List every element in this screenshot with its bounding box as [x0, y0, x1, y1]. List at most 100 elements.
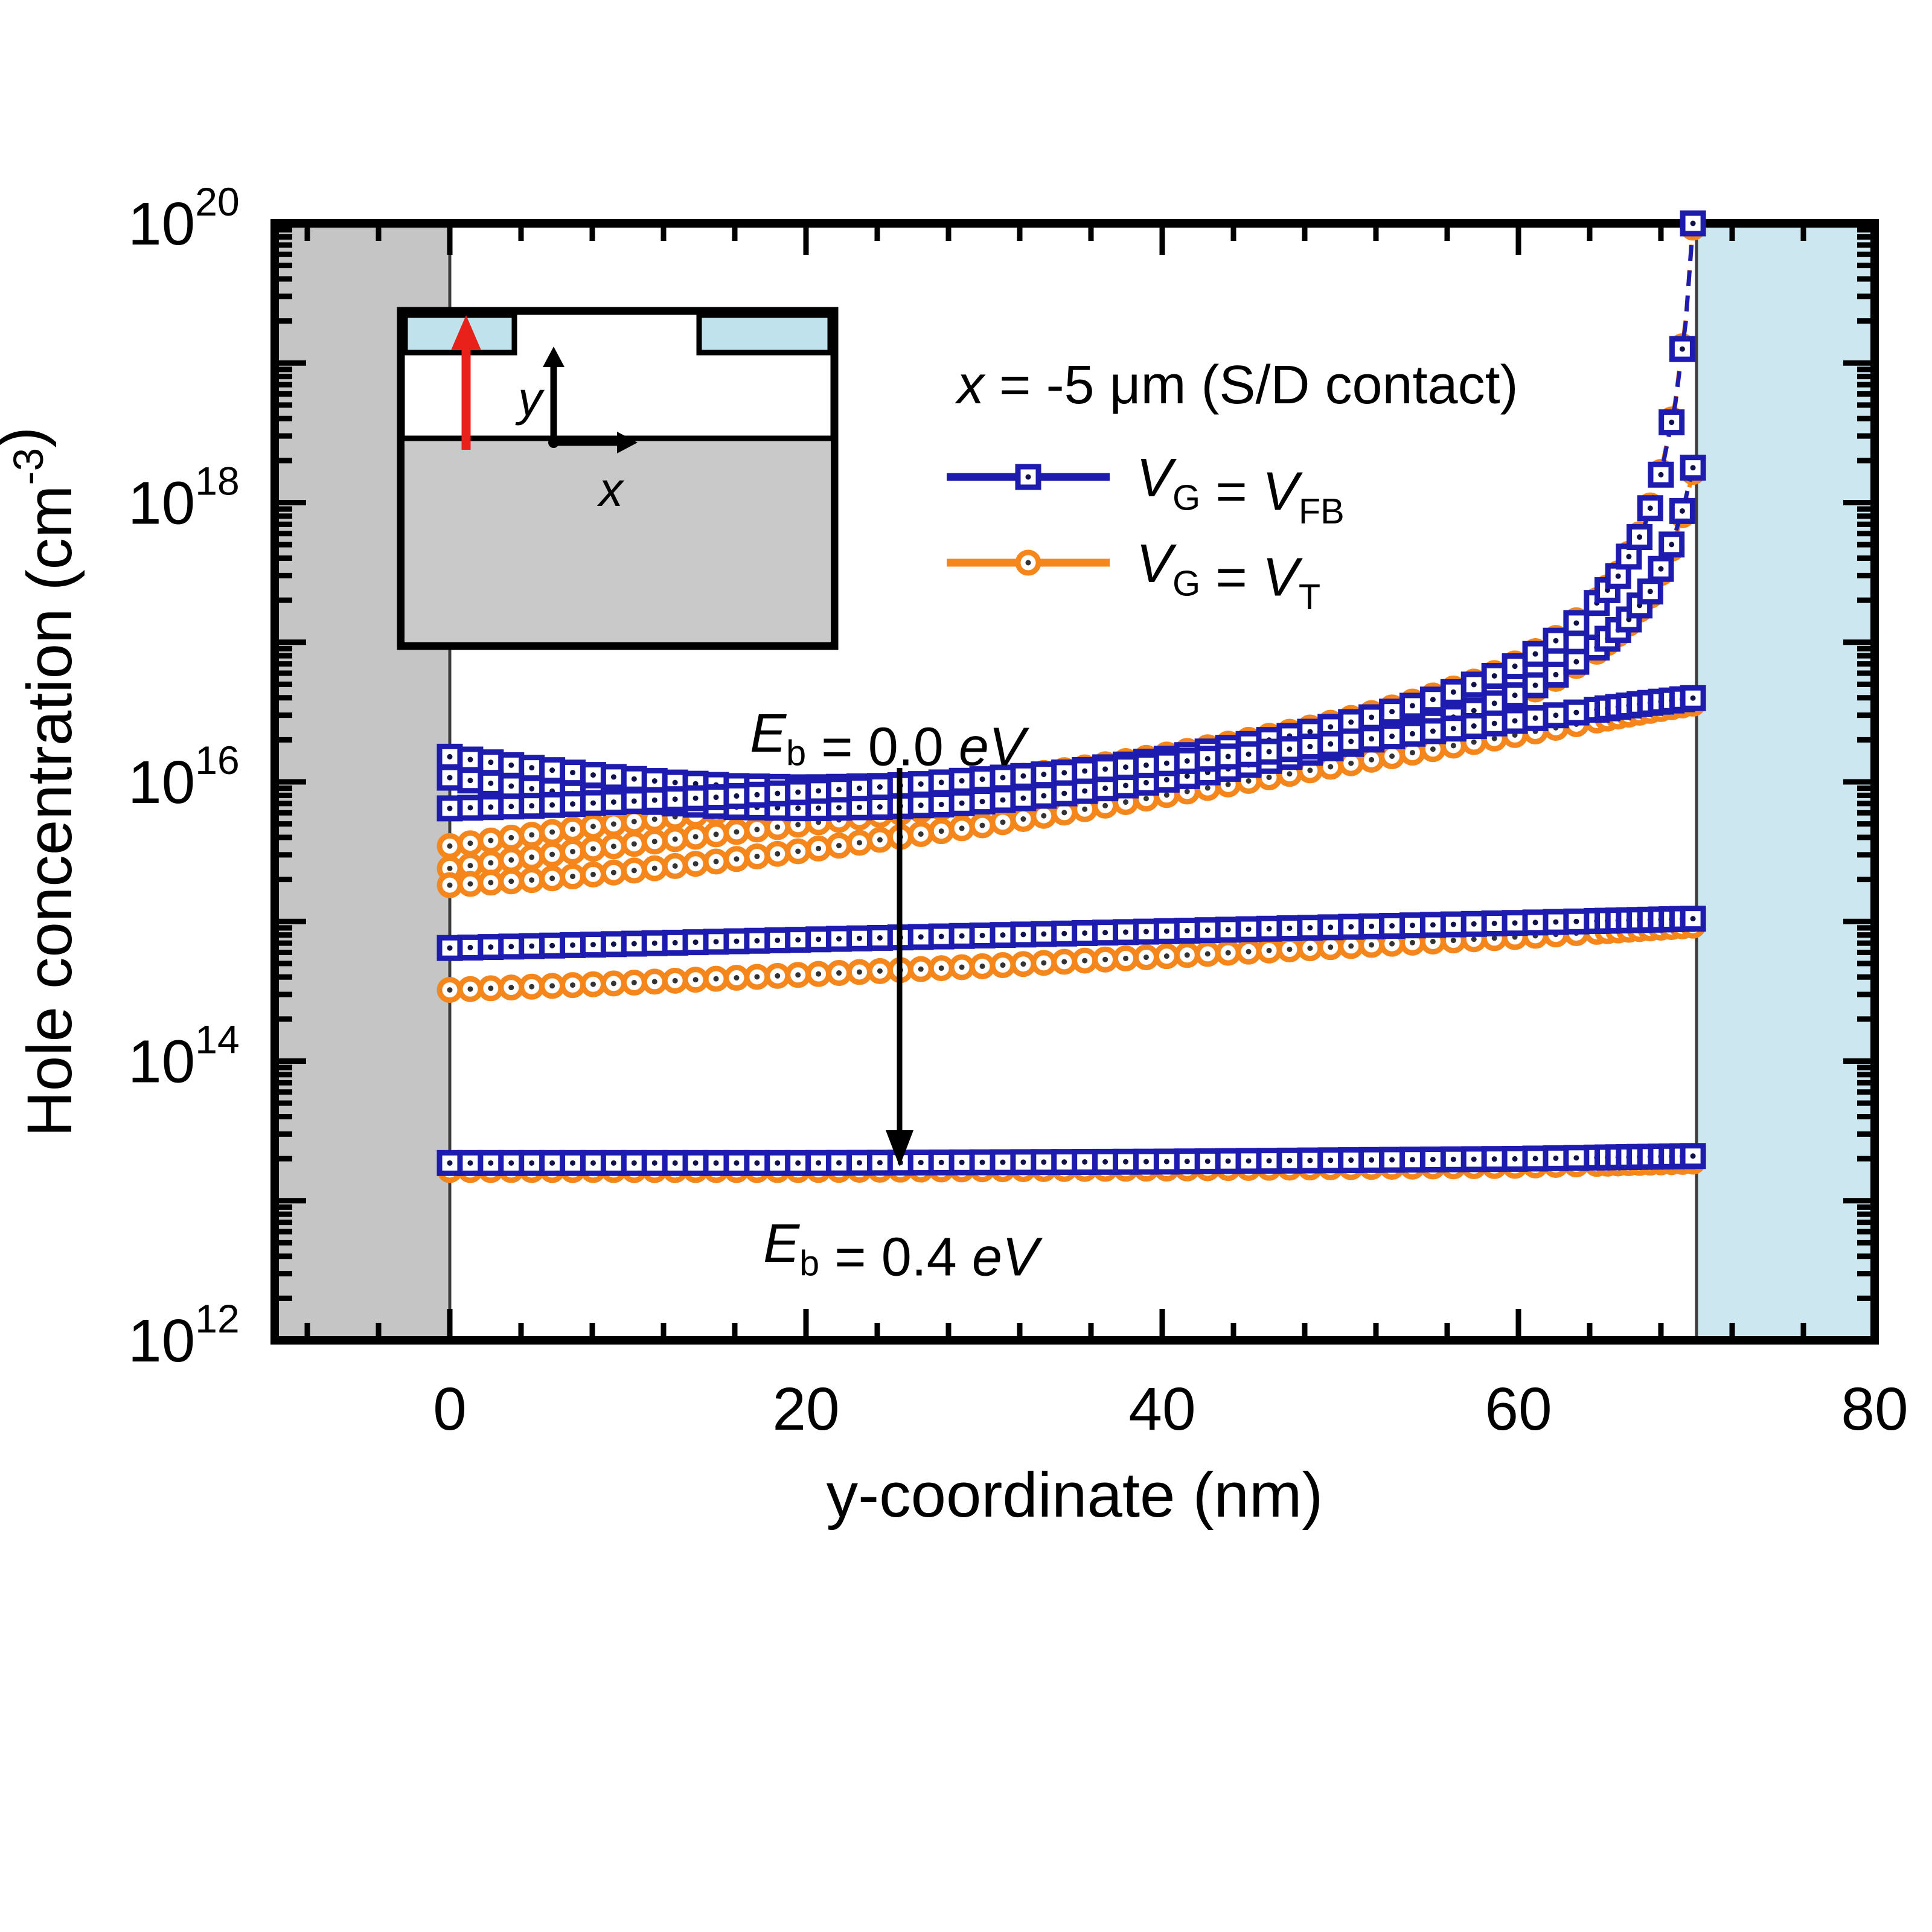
- data-marker-square: [1563, 648, 1590, 675]
- marker-dot: [1658, 566, 1664, 572]
- marker-dot: [734, 856, 740, 862]
- y-tick-label: 1012: [128, 1296, 240, 1375]
- marker-dot: [1389, 734, 1395, 740]
- marker-dot: [1348, 924, 1354, 930]
- marker-dot: [508, 1160, 514, 1166]
- marker-dot: [1471, 1156, 1477, 1162]
- eb-arrow-head-icon: [886, 1130, 913, 1166]
- marker-dot: [816, 1160, 822, 1166]
- marker-dot: [1102, 766, 1108, 772]
- marker-dot: [795, 848, 801, 854]
- marker-dot: [938, 965, 944, 971]
- marker-dot: [529, 785, 535, 792]
- marker-dot: [1389, 753, 1395, 759]
- marker-dot: [651, 839, 657, 845]
- marker-dot: [508, 944, 514, 950]
- marker-dot: [508, 878, 514, 884]
- marker-dot: [1020, 795, 1026, 801]
- y-tick-label: 1018: [128, 459, 240, 537]
- marker-dot: [590, 942, 596, 948]
- marker-dot: [1409, 923, 1415, 929]
- data-marker-square: [1648, 555, 1674, 582]
- marker-dot: [1225, 781, 1231, 787]
- marker-dot: [1225, 753, 1231, 760]
- marker-dot: [590, 824, 596, 830]
- marker-dot: [775, 937, 781, 943]
- marker-dot: [570, 801, 576, 807]
- marker-dot: [1328, 1157, 1334, 1163]
- marker-dot: [1450, 726, 1456, 732]
- marker-dot: [836, 787, 842, 793]
- marker-dot: [1328, 741, 1334, 747]
- marker-dot: [1369, 923, 1375, 929]
- marker-dot: [1266, 775, 1272, 781]
- marker-dot: [488, 760, 494, 766]
- marker-dot: [816, 845, 822, 851]
- data-marker-square: [1419, 1146, 1446, 1172]
- marker-dot: [1307, 729, 1313, 735]
- marker-dot: [1184, 1159, 1190, 1165]
- marker-dot: [590, 871, 596, 877]
- marker-dot: [1246, 778, 1252, 784]
- marker-dot: [1389, 923, 1395, 929]
- marker-dot: [1409, 939, 1415, 945]
- marker-dot: [1082, 930, 1088, 936]
- marker-dot: [651, 865, 657, 871]
- marker-dot: [1328, 944, 1334, 950]
- marker-dot: [1369, 714, 1375, 720]
- marker-dot: [1532, 920, 1538, 926]
- marker-dot: [651, 1160, 657, 1166]
- marker-dot: [610, 821, 616, 827]
- marker-dot: [590, 846, 596, 852]
- marker-dot: [1690, 465, 1696, 471]
- marker-dot: [508, 762, 514, 768]
- marker-dot: [1102, 785, 1108, 792]
- marker-dot: [1287, 946, 1293, 952]
- annotation-eb-0.4: Eb = 0.4 eV: [763, 1214, 1043, 1288]
- marker-dot: [1647, 589, 1653, 595]
- marker-dot: [1143, 762, 1149, 768]
- data-curves: [437, 210, 1706, 1183]
- y-axis-title: Hole concentration (cm-3): [0, 427, 85, 1137]
- marker-dot: [754, 853, 760, 859]
- marker-dot: [1143, 779, 1149, 785]
- marker-dot: [938, 933, 944, 939]
- marker-dot: [1553, 919, 1559, 925]
- marker-dot: [467, 756, 473, 763]
- marker-dot: [1430, 938, 1436, 944]
- inset-substrate: [405, 438, 831, 642]
- data-marker-square: [703, 929, 729, 955]
- marker-dot: [693, 1160, 699, 1166]
- marker-dot: [775, 824, 781, 830]
- marker-dot: [693, 977, 699, 983]
- marker-dot: [631, 798, 637, 804]
- marker-dot: [488, 880, 494, 886]
- marker-dot: [795, 1160, 801, 1166]
- marker-dot: [795, 805, 801, 811]
- marker-dot: [693, 939, 699, 945]
- legend-label: VG = VFB: [1136, 448, 1345, 531]
- marker-dot: [651, 816, 657, 822]
- marker-dot: [693, 861, 699, 867]
- marker-dot: [1430, 922, 1436, 928]
- marker-dot: [1430, 697, 1436, 703]
- marker-dot: [959, 778, 965, 784]
- marker-dot: [549, 942, 555, 948]
- marker-dot: [1389, 709, 1395, 715]
- marker-dot: [857, 840, 862, 846]
- marker-dot: [1184, 952, 1190, 958]
- marker-dot: [1450, 938, 1456, 944]
- marker-dot: [467, 778, 473, 784]
- marker-dot: [1041, 931, 1047, 937]
- marker-dot: [1307, 744, 1313, 750]
- marker-dot: [1041, 772, 1047, 778]
- marker-dot: [775, 805, 781, 811]
- marker-dot: [672, 796, 678, 802]
- marker-dot: [508, 857, 514, 863]
- inset-origin-dot: [548, 437, 559, 448]
- marker-dot: [1491, 935, 1497, 941]
- marker-dot: [1389, 941, 1395, 947]
- inset-cut-arrow-head-icon: [451, 315, 481, 350]
- marker-dot: [816, 788, 822, 794]
- data-marker-square: [1680, 210, 1706, 237]
